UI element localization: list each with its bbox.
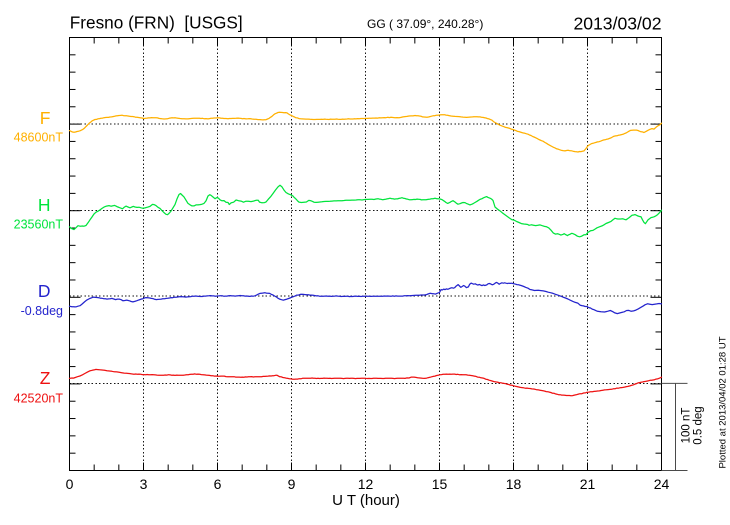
svg-text:H: H	[38, 195, 51, 215]
svg-text:-0.8deg: -0.8deg	[21, 304, 63, 318]
svg-text:42520nT: 42520nT	[14, 391, 64, 405]
svg-text:12: 12	[358, 476, 374, 492]
svg-text:Plotted at 2013/04/02 01:28 UT: Plotted at 2013/04/02 01:28 UT	[718, 336, 729, 468]
svg-text:23560nT: 23560nT	[14, 217, 64, 231]
svg-text:6: 6	[214, 476, 222, 492]
svg-text:24: 24	[654, 476, 670, 492]
svg-text:15: 15	[432, 476, 448, 492]
svg-text:0.5 deg: 0.5 deg	[693, 406, 705, 444]
svg-text:21: 21	[580, 476, 596, 492]
svg-text:18: 18	[506, 476, 522, 492]
svg-text:48600nT: 48600nT	[14, 131, 64, 145]
svg-text:Z: Z	[40, 368, 51, 388]
svg-text:F: F	[40, 108, 51, 128]
svg-text:0: 0	[66, 476, 74, 492]
svg-text:3: 3	[140, 476, 148, 492]
svg-text:GG ( 37.09°, 240.28°): GG ( 37.09°, 240.28°)	[367, 17, 483, 31]
svg-text:9: 9	[288, 476, 296, 492]
svg-text:D: D	[38, 281, 51, 301]
svg-text:2013/03/02: 2013/03/02	[573, 13, 661, 33]
svg-text:Fresno (FRN) [USGS]: Fresno (FRN) [USGS]	[70, 12, 243, 32]
svg-text:U T (hour): U T (hour)	[332, 492, 400, 509]
svg-text:100 nT: 100 nT	[681, 408, 693, 444]
